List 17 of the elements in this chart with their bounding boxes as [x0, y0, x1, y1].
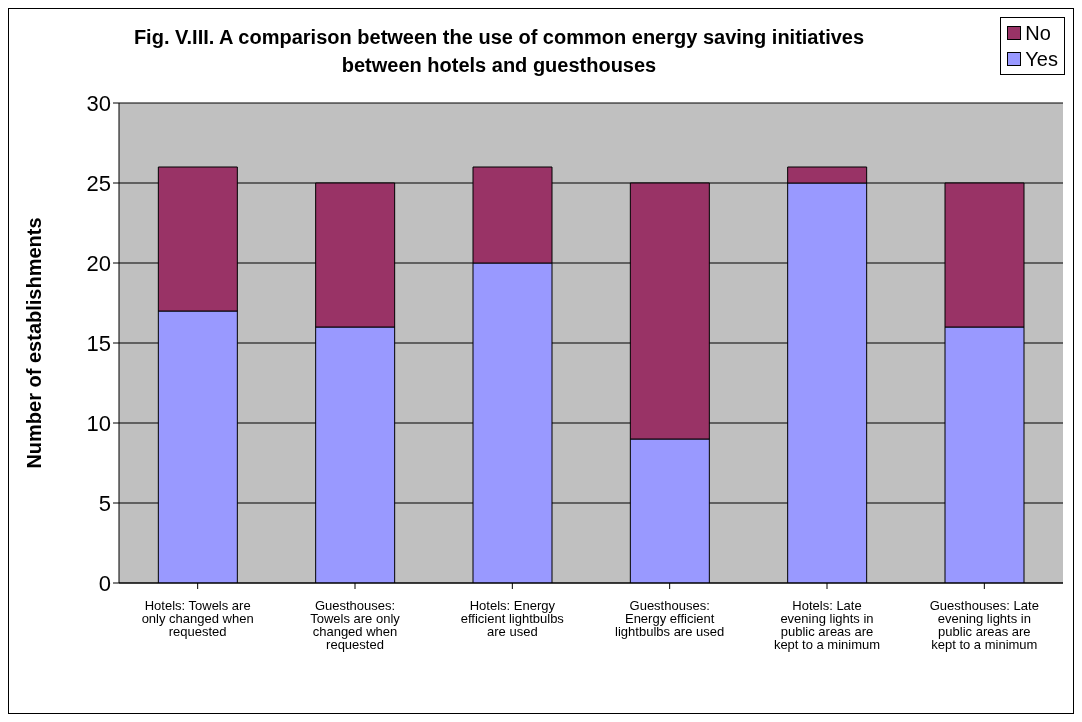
x-tick-label: Guesthouses: Towels are only changed when requested [310, 598, 401, 653]
legend-label: Yes [1025, 47, 1058, 72]
x-tick-label: Hotels: Late evening lights in public areas are kept to a minimum [773, 598, 881, 653]
y-tick-label: 0 [98, 570, 111, 596]
y-tick-label: 5 [98, 490, 111, 516]
x-tick-label: Guesthouses: Late evening lights in public areas are kept to a minimum [929, 598, 1039, 653]
y-tick-label: 25 [86, 170, 111, 196]
y-axis-title: Number of establishments [23, 217, 46, 469]
chart-title: Fig. V.III. A comparison between the use of common energy saving initiatives between hotels and guesthouses [132, 25, 866, 78]
x-tick-label: Guesthouses: Energy efficient lightbulbs are used [615, 598, 725, 640]
y-tick-label: 15 [86, 330, 111, 356]
x-tick-label: Hotels: Towels are only changed when requested [141, 598, 254, 640]
legend-label: No [1025, 21, 1051, 46]
y-tick-label: 20 [86, 250, 111, 276]
y-tick-label: 10 [86, 410, 111, 436]
y-tick-label: 30 [86, 90, 111, 116]
x-tick-label: Hotels: Energy efficient lightbulbs are used [460, 598, 565, 640]
